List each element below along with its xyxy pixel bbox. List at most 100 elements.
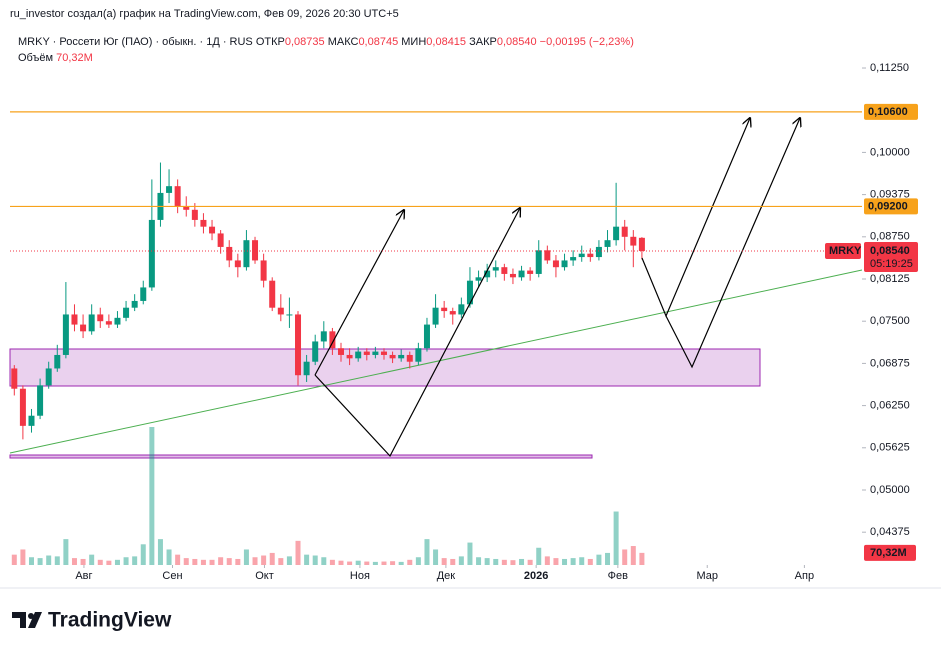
countdown: 05:19:25 — [870, 258, 913, 270]
legend-volume: Объём 70,32M — [18, 52, 93, 64]
candle-body — [277, 307, 284, 315]
candles — [11, 162, 645, 565]
candle-body — [97, 314, 104, 322]
volume-bar — [501, 559, 507, 565]
y-tick-label: 0,08125 — [870, 273, 910, 285]
candle-body — [131, 300, 138, 308]
volume-bar — [261, 555, 267, 565]
candle-body — [123, 307, 130, 318]
candle-body — [578, 253, 585, 258]
candle-body — [140, 287, 147, 301]
candle-body — [260, 260, 267, 281]
candle-body — [604, 240, 611, 247]
volume-bar — [252, 557, 258, 565]
candle-body — [62, 314, 69, 355]
volume-bar — [424, 539, 430, 565]
volume-badge — [864, 544, 916, 561]
close-label: ЗАКР — [469, 36, 497, 48]
logo-text: TradingView — [48, 609, 172, 632]
volume-bar — [519, 558, 525, 565]
volume-bar — [630, 546, 636, 565]
candle-body — [45, 368, 52, 386]
candle-body — [80, 324, 87, 332]
volume-bar — [218, 557, 224, 565]
volume-bar — [166, 549, 172, 565]
candle-body — [183, 206, 190, 210]
volume-bar — [123, 557, 129, 565]
x-tick-label: Апр — [795, 570, 814, 582]
arrow — [314, 210, 404, 376]
candle-body — [28, 415, 35, 426]
candle-body — [484, 270, 491, 278]
volume-badge-label: 70,32M — [870, 547, 907, 559]
candle-body — [54, 354, 61, 369]
volume-bar — [390, 561, 396, 565]
volume-bar — [579, 557, 585, 565]
volume-bar — [364, 561, 370, 565]
x-tick-label: 2026 — [524, 570, 548, 582]
candle-body — [337, 348, 344, 355]
candle-body — [88, 314, 95, 332]
candle-body — [423, 324, 430, 349]
candle-body — [71, 314, 78, 325]
y-tick-label: 0,05000 — [870, 484, 910, 496]
candle-body — [389, 354, 396, 359]
volume-bar — [304, 554, 310, 565]
volume-bar — [20, 549, 26, 565]
candle-body — [638, 237, 645, 251]
volume-bar — [235, 558, 241, 565]
candle-body — [492, 267, 499, 271]
volume-bar — [553, 558, 559, 565]
volume-bar — [493, 558, 499, 565]
volume-bar — [183, 558, 189, 565]
candle-body — [501, 267, 508, 274]
volume-bar — [381, 561, 387, 565]
candle-body — [19, 388, 26, 426]
x-tick-label: Фев — [608, 570, 628, 582]
candle-body — [518, 270, 525, 278]
candle-body — [295, 314, 302, 376]
level-label: 0,10600 — [868, 106, 908, 118]
candle-body — [406, 354, 413, 362]
volume-bar — [639, 552, 645, 565]
candle-body — [329, 331, 336, 349]
x-tick-label: Дек — [437, 570, 456, 582]
candle-body — [252, 240, 259, 261]
volume-bar — [587, 558, 593, 565]
volume-bar — [269, 552, 275, 565]
volume-bar — [80, 558, 86, 565]
candle-body — [595, 246, 602, 258]
volume-bar — [476, 557, 482, 565]
y-tick-label: 0,10000 — [870, 146, 910, 158]
volume-bar — [192, 558, 198, 565]
volume-bar — [510, 560, 516, 565]
level-badge — [864, 103, 918, 120]
y-tick-label: 0,07500 — [870, 315, 910, 327]
volume-bar — [209, 559, 215, 565]
candle-body — [148, 219, 155, 288]
candle-body — [587, 253, 594, 258]
volume-bar — [467, 542, 473, 565]
candle-body — [475, 277, 482, 281]
volume-bar — [372, 561, 378, 565]
candle-body — [269, 280, 276, 308]
arrow — [641, 118, 750, 318]
high-label: МАКС — [328, 36, 359, 48]
volume-bar — [355, 560, 361, 565]
symbol-badge — [825, 242, 861, 259]
y-tick-label: 0,06875 — [870, 357, 910, 369]
credit: ru_investor создал(а) график на TradingV… — [10, 8, 399, 20]
volume-bar — [407, 559, 413, 565]
change: −0,00195 (−2,23%) — [540, 36, 634, 48]
candle-body — [398, 354, 405, 359]
volume-bar — [321, 557, 327, 565]
legend-ohlc: MRKY · Россети Юг (ПАО) · обыкн. · 1Д · … — [18, 36, 634, 48]
price-badge — [864, 241, 918, 272]
candle-body — [630, 236, 637, 246]
volume-bar — [114, 559, 120, 565]
volume-bar — [226, 558, 232, 565]
candle-body — [570, 257, 577, 261]
volume-bar — [97, 559, 103, 565]
candle-body — [355, 351, 362, 359]
